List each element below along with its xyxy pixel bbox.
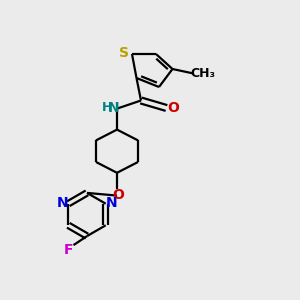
Text: H: H <box>102 101 112 114</box>
Text: N: N <box>106 196 118 210</box>
Text: CH₃: CH₃ <box>190 67 215 80</box>
Text: O: O <box>112 188 124 202</box>
Text: N: N <box>108 101 120 115</box>
Text: O: O <box>167 101 179 115</box>
Text: S: S <box>119 46 130 60</box>
Text: N: N <box>56 196 68 210</box>
Text: F: F <box>63 243 73 256</box>
